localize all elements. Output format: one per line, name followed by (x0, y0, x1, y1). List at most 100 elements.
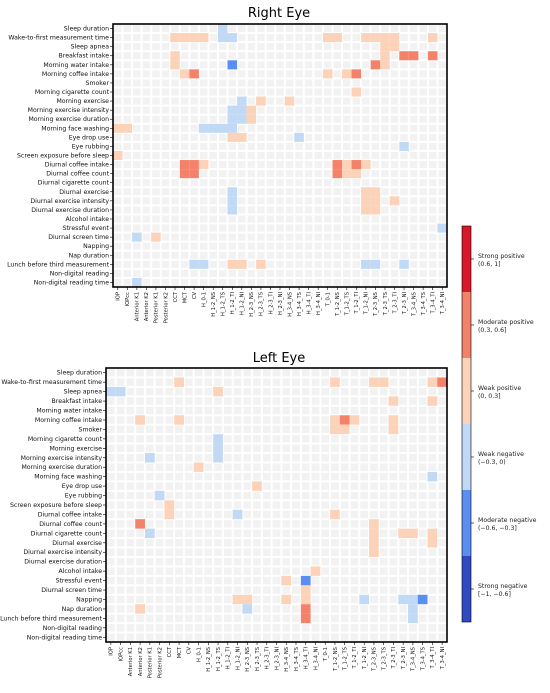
heatmap-cell (333, 269, 342, 277)
heatmap-cell (233, 520, 242, 528)
row-label: Smoker (86, 80, 110, 87)
heatmap-cell (428, 482, 437, 490)
heatmap-cell (253, 491, 261, 500)
heatmap-cell (145, 605, 154, 613)
heatmap-cell (409, 115, 418, 123)
heatmap-cell (380, 42, 390, 52)
heatmap-cell (362, 124, 370, 132)
heatmap-cell (213, 453, 223, 463)
heatmap-cell (399, 624, 408, 632)
heatmap-cell (123, 151, 132, 160)
heatmap-cell (199, 278, 208, 286)
heatmap-cell (399, 605, 408, 613)
heatmap-cell (400, 106, 408, 114)
heatmap-cell (114, 179, 122, 187)
heatmap-cell (331, 501, 339, 509)
heatmap-cell (179, 160, 190, 170)
row-label: Sleep apnea (64, 389, 103, 396)
heatmap-cell (116, 595, 125, 604)
heatmap-cell (209, 61, 217, 69)
heatmap-cell (204, 501, 213, 509)
row-label: Eye rubbing (72, 143, 109, 150)
heatmap-cell (209, 88, 217, 96)
heatmap-cell (223, 539, 232, 547)
heatmap-cell (233, 387, 242, 396)
heatmap-cell (331, 576, 339, 585)
column-label: Posterior K2 (157, 647, 163, 678)
heatmap-cell (311, 387, 320, 396)
heatmap-cell (343, 260, 351, 268)
heatmap-cell (428, 510, 437, 519)
heatmap-cell (301, 463, 310, 471)
heatmap-cell (379, 548, 388, 556)
heatmap-cell (155, 633, 164, 641)
heatmap-cell (428, 115, 437, 123)
heatmap-cell (350, 463, 359, 471)
heatmap-cell (272, 378, 281, 386)
heatmap-cell (223, 548, 232, 556)
heatmap-cell (133, 251, 141, 259)
heatmap-cell (223, 369, 232, 377)
heatmap-cell (171, 161, 179, 169)
heatmap-cell (233, 397, 242, 405)
heatmap-cell (427, 471, 438, 482)
heatmap-cell (113, 150, 123, 161)
legend-range: [−1, −0.6] (478, 591, 511, 598)
legend-label: Weak positive (478, 385, 521, 392)
heatmap-cell (184, 463, 193, 471)
heatmap-cell (400, 269, 408, 277)
heatmap-cell (323, 206, 332, 214)
heatmap-cell (199, 52, 208, 60)
heatmap-cell (321, 595, 330, 604)
heatmap-cell (285, 161, 294, 169)
heatmap-cell (419, 43, 427, 51)
heatmap-cell (190, 61, 198, 69)
heatmap-cell (408, 51, 419, 61)
heatmap-cell (256, 259, 266, 269)
heatmap-cell (321, 454, 330, 462)
heatmap-cell (142, 34, 151, 42)
heatmap-cell (300, 585, 311, 595)
heatmap-cell (381, 124, 389, 132)
heatmap-cell (428, 70, 437, 78)
heatmap-cell (194, 557, 203, 566)
heatmap-cell (247, 79, 256, 87)
heatmap-cell (350, 369, 359, 377)
heatmap-cell (438, 106, 446, 114)
heatmap-cell (243, 406, 252, 415)
heatmap-cell (107, 539, 115, 547)
heatmap-cell (285, 269, 294, 277)
heatmap-cell (276, 170, 284, 178)
heatmap-cell (272, 444, 281, 453)
heatmap-cell (428, 206, 437, 214)
heatmap-cell (276, 206, 284, 214)
legend-label: Moderate negative (478, 517, 537, 524)
heatmap-cell (331, 472, 339, 481)
heatmap-cell (194, 576, 203, 585)
heatmap-cell (266, 161, 275, 169)
heatmap-cell (204, 444, 213, 453)
heatmap-cell (218, 224, 227, 232)
heatmap-cell (161, 206, 170, 214)
heatmap-cell (199, 188, 208, 196)
heatmap-cell (237, 132, 247, 142)
heatmap-cell (438, 557, 446, 566)
heatmap-cell (381, 233, 389, 241)
heatmap-cell (218, 151, 227, 160)
heatmap-cell (246, 105, 257, 115)
column-label: T_3-4_TI (430, 292, 436, 315)
heatmap-cell (161, 142, 170, 150)
heatmap-cell (272, 416, 281, 424)
row-label: Non-digital reading time (27, 634, 102, 641)
heatmap-cell (266, 188, 275, 196)
heatmap-cell (238, 151, 246, 160)
heatmap-cell (282, 416, 291, 424)
heatmap-cell (419, 197, 427, 205)
heatmap-cell (145, 539, 154, 547)
heatmap-cell (301, 557, 310, 566)
heatmap-cell (399, 141, 409, 151)
heatmap-cell (314, 79, 322, 87)
heatmap-cell (292, 425, 300, 434)
heatmap-cell (194, 482, 203, 490)
heatmap-cell (218, 43, 227, 51)
